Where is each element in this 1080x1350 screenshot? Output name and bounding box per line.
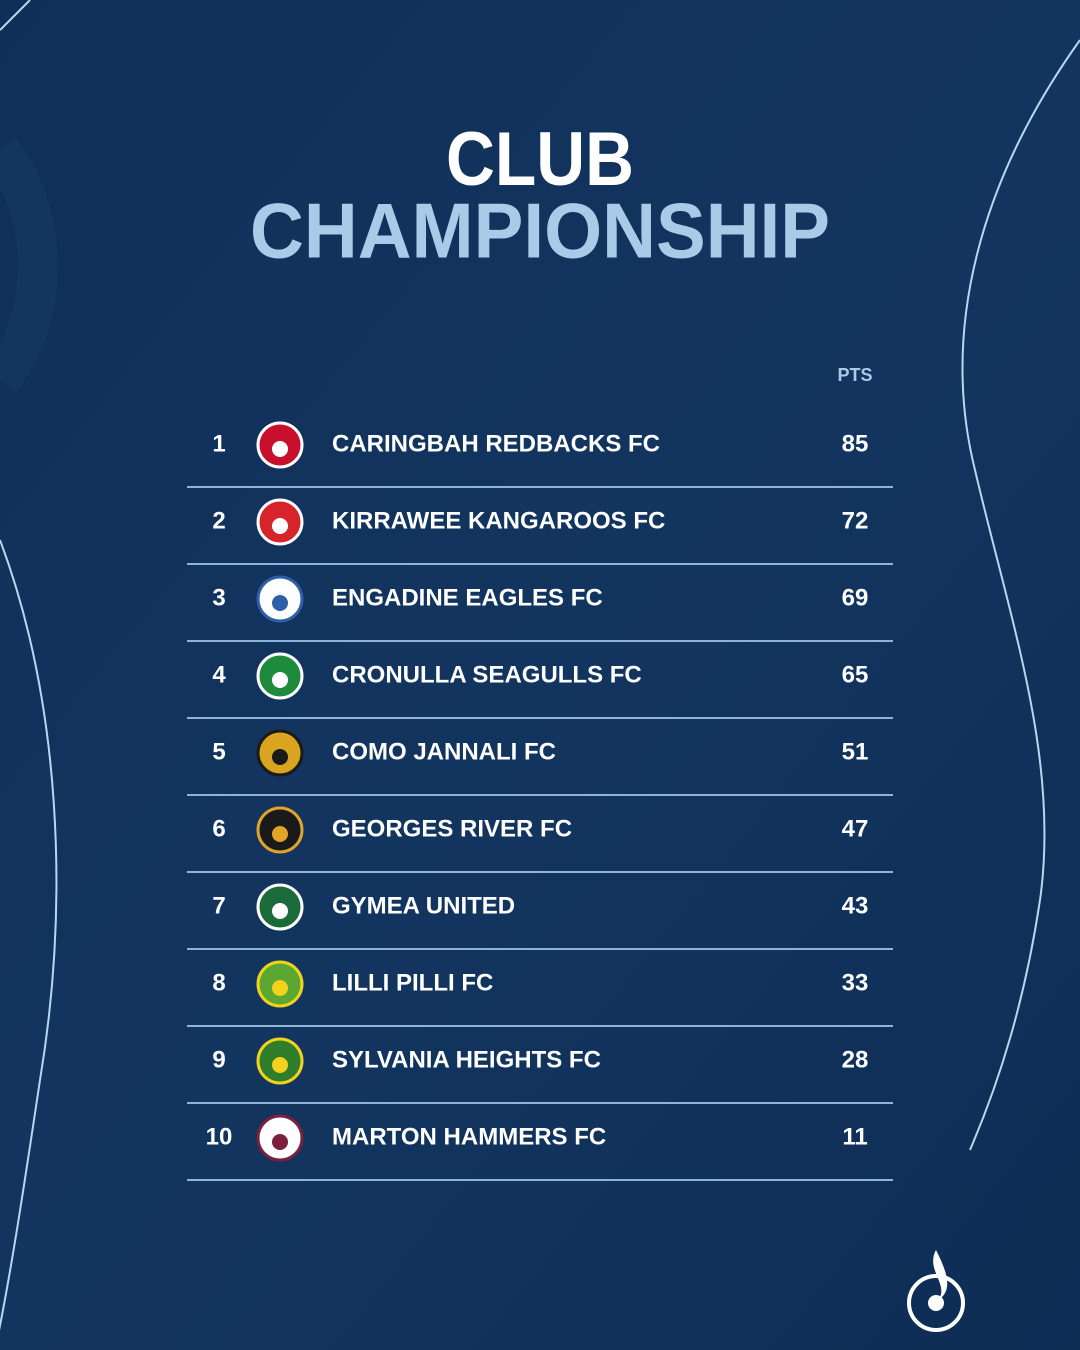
table-row: 1 CARINGBAH REDBACKS FC 85 xyxy=(187,421,893,488)
points: 51 xyxy=(842,738,869,765)
rank: 3 xyxy=(212,584,225,611)
club-name: GEORGES RIVER FC xyxy=(332,815,572,842)
club-name: COMO JANNALI FC xyxy=(332,738,556,765)
club-logo xyxy=(256,652,304,700)
logo-inner xyxy=(272,672,288,688)
points: 69 xyxy=(842,584,869,611)
points: 28 xyxy=(842,1046,869,1073)
logo-inner xyxy=(272,1134,288,1150)
club-logo xyxy=(256,575,304,623)
club-name: ENGADINE EAGLES FC xyxy=(332,584,603,611)
logo-inner xyxy=(272,1057,288,1073)
points: 33 xyxy=(842,969,869,996)
table-row: 10 MARTON HAMMERS FC 11 xyxy=(187,1114,893,1181)
table-row: 4 CRONULLA SEAGULLS FC 65 xyxy=(187,652,893,719)
rank: 4 xyxy=(212,661,226,688)
logo-inner xyxy=(272,980,288,996)
club-name: LILLI PILLI FC xyxy=(332,969,493,996)
points: 72 xyxy=(842,507,869,534)
table-row: 8 LILLI PILLI FC 33 xyxy=(187,960,893,1027)
club-name: GYMEA UNITED xyxy=(332,892,515,919)
club-name: KIRRAWEE KANGAROOS FC xyxy=(332,507,665,534)
table-row: 7 GYMEA UNITED 43 xyxy=(187,883,893,950)
rank: 5 xyxy=(212,738,225,765)
points: 43 xyxy=(842,892,869,919)
table-row: 9 SYLVANIA HEIGHTS FC 28 xyxy=(187,1037,893,1104)
club-name: MARTON HAMMERS FC xyxy=(332,1123,606,1150)
club-logo xyxy=(256,1037,304,1085)
logo-inner xyxy=(272,441,288,457)
logo-inner xyxy=(272,749,288,765)
title-line1: CLUB xyxy=(446,117,634,202)
logo-inner xyxy=(272,826,288,842)
logo-inner xyxy=(272,903,288,919)
club-logo xyxy=(256,421,304,469)
rank: 9 xyxy=(212,1046,225,1073)
club-logo xyxy=(256,883,304,931)
table-row: 5 COMO JANNALI FC 51 xyxy=(187,729,893,796)
points: 65 xyxy=(842,661,869,688)
table-row: 3 ENGADINE EAGLES FC 69 xyxy=(187,575,893,642)
rank: 8 xyxy=(212,969,225,996)
rank: 1 xyxy=(212,430,225,457)
club-logo xyxy=(256,806,304,854)
points: 85 xyxy=(842,430,869,457)
decor-curve xyxy=(0,0,31,31)
footer-logo xyxy=(907,1250,965,1332)
points: 11 xyxy=(842,1123,867,1150)
table-row: 6 GEORGES RIVER FC 47 xyxy=(187,806,893,873)
title-line2: CHAMPIONSHIP xyxy=(250,187,830,275)
club-logo xyxy=(256,498,304,546)
rank: 6 xyxy=(212,815,225,842)
decor-curve xyxy=(961,39,1080,1151)
decor-shade xyxy=(0,137,58,392)
table-row: 2 KIRRAWEE KANGAROOS FC 72 xyxy=(187,498,893,565)
rank: 2 xyxy=(212,507,225,534)
club-logo xyxy=(256,1114,304,1162)
club-logo xyxy=(256,729,304,777)
club-name: SYLVANIA HEIGHTS FC xyxy=(332,1046,601,1073)
club-name: CRONULLA SEAGULLS FC xyxy=(332,661,642,688)
pts-header: PTS xyxy=(837,365,872,385)
points: 47 xyxy=(842,815,869,842)
logo-inner xyxy=(272,595,288,611)
decor-curve xyxy=(0,539,58,1331)
rank: 10 xyxy=(206,1123,233,1150)
club-logo xyxy=(256,960,304,1008)
rank: 7 xyxy=(212,892,225,919)
club-name: CARINGBAH REDBACKS FC xyxy=(332,430,660,457)
logo-inner xyxy=(272,518,288,534)
